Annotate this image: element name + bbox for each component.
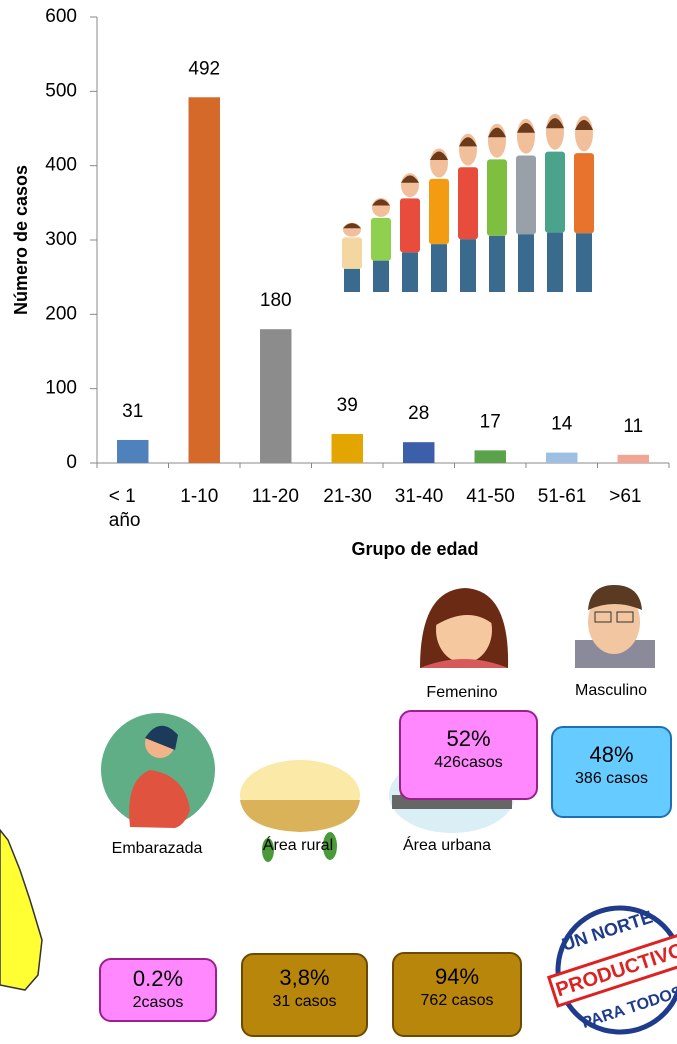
card-label: Área urbana	[402, 837, 492, 854]
figure-hair	[488, 127, 506, 138]
figure-body	[487, 159, 507, 236]
figure-body	[371, 217, 391, 261]
x-tick-label: 51-61	[537, 486, 587, 507]
card-label: Masculino	[574, 682, 648, 699]
card-label: Femenino	[426, 684, 498, 701]
figure-hair	[517, 122, 535, 133]
x-axis-title: Grupo de edad	[351, 539, 478, 559]
value-label: 11	[623, 416, 643, 437]
y-tick-label: 0	[66, 452, 77, 473]
figure-hair	[372, 199, 390, 206]
rural-icon	[240, 760, 360, 862]
figure-legs	[431, 244, 447, 292]
figure-body	[458, 167, 478, 240]
figure-hair	[459, 137, 477, 147]
figure-hair	[343, 223, 361, 229]
y-tick-label: 300	[45, 229, 77, 250]
value-label: 180	[260, 290, 292, 311]
y-tick-label: 500	[45, 80, 77, 101]
figure-legs	[576, 233, 592, 292]
card: 0.2% 2casos	[99, 958, 217, 1022]
card-label: Embarazada	[111, 840, 203, 857]
figure-body	[342, 237, 362, 269]
card: 3,8% 31 casos	[241, 953, 368, 1037]
card-percent: 94%	[434, 964, 480, 989]
figure-hair	[430, 151, 448, 161]
man-icon	[575, 585, 655, 668]
figure-hair	[575, 120, 593, 131]
bar	[403, 442, 435, 463]
bar	[546, 452, 578, 463]
bar	[260, 329, 292, 463]
pregnant-icon	[101, 713, 215, 828]
value-label: 492	[188, 58, 220, 79]
x-tick-label: >61	[609, 486, 642, 507]
y-tick-label: 600	[45, 6, 77, 27]
figure-legs	[373, 260, 389, 292]
figure-legs	[460, 239, 476, 292]
x-tick-label: 21-30	[323, 486, 372, 507]
value-label: 28	[408, 403, 429, 424]
card-cases: 426casos	[434, 754, 503, 771]
bar	[331, 434, 363, 463]
card: 48% 386 casos	[551, 726, 672, 818]
y-axis-title: Número de casos	[11, 165, 31, 315]
figure-body	[516, 155, 536, 235]
map-shape	[0, 828, 43, 991]
card-percent: 0.2%	[132, 966, 184, 991]
x-tick-label: 41-50	[466, 486, 515, 507]
value-label: 31	[122, 401, 143, 422]
figure-body	[400, 198, 420, 253]
figure-hair	[546, 118, 564, 129]
card-percent: 48%	[589, 742, 634, 767]
bar	[474, 450, 506, 463]
card: 94% 762 casos	[392, 952, 522, 1037]
woman-icon	[420, 588, 509, 668]
figure-legs	[547, 232, 563, 292]
figure-hair	[401, 175, 419, 183]
y-tick-label: 100	[45, 378, 77, 399]
x-tick-label: 1-10	[180, 486, 219, 507]
bar	[117, 439, 149, 463]
card-cases: 2casos	[132, 994, 184, 1011]
card-cases: 386 casos	[575, 770, 648, 787]
family-illustration	[342, 113, 594, 292]
y-tick-label: 400	[45, 155, 77, 176]
value-label: 39	[337, 395, 358, 416]
figure-body	[545, 151, 565, 233]
figure-body	[574, 153, 594, 234]
card-label: Área rural	[262, 837, 334, 854]
card-cases: 762 casos	[420, 992, 494, 1009]
figure-legs	[489, 235, 505, 292]
value-label: 14	[551, 414, 573, 435]
x-tick-label: 31-40	[394, 486, 444, 507]
card-percent: 3,8%	[279, 965, 330, 990]
figure-legs	[402, 252, 418, 292]
logo: UN NORTE PRODUCTIVO PARA TODOS	[546, 905, 677, 1035]
figure-legs	[344, 268, 360, 292]
card-percent: 52%	[446, 726, 491, 751]
figure-body	[429, 178, 449, 245]
bar	[188, 97, 220, 463]
x-tick-label: < 1 año	[108, 486, 141, 531]
y-tick-label: 200	[45, 303, 77, 324]
card: 52% 426casos	[399, 710, 538, 800]
value-label: 17	[480, 411, 501, 432]
x-tick-label: 11-20	[251, 486, 299, 507]
figure-legs	[518, 234, 534, 292]
bar	[617, 454, 649, 463]
card-cases: 31 casos	[272, 993, 337, 1010]
